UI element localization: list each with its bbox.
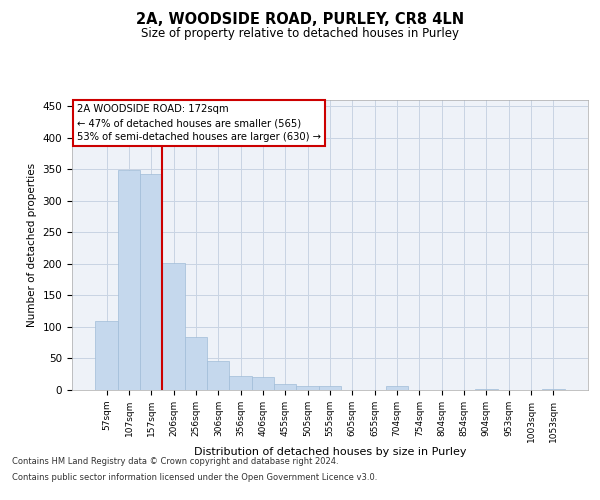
Y-axis label: Number of detached properties: Number of detached properties — [27, 163, 37, 327]
Bar — [542, 388, 565, 390]
Text: Contains HM Land Registry data © Crown copyright and database right 2024.: Contains HM Land Registry data © Crown c… — [12, 458, 338, 466]
Bar — [386, 386, 408, 390]
Text: Contains public sector information licensed under the Open Government Licence v3: Contains public sector information licen… — [12, 472, 377, 482]
Bar — [319, 386, 341, 390]
Bar — [95, 322, 118, 390]
Text: 2A, WOODSIDE ROAD, PURLEY, CR8 4LN: 2A, WOODSIDE ROAD, PURLEY, CR8 4LN — [136, 12, 464, 28]
Bar — [185, 337, 207, 390]
Bar — [207, 361, 229, 390]
Bar — [274, 384, 296, 390]
Bar — [140, 174, 163, 390]
X-axis label: Distribution of detached houses by size in Purley: Distribution of detached houses by size … — [194, 448, 466, 458]
Bar — [229, 376, 252, 390]
Bar — [163, 262, 185, 390]
Text: 2A WOODSIDE ROAD: 172sqm
← 47% of detached houses are smaller (565)
53% of semi-: 2A WOODSIDE ROAD: 172sqm ← 47% of detach… — [77, 104, 321, 142]
Bar — [296, 386, 319, 390]
Bar — [475, 388, 497, 390]
Bar — [252, 378, 274, 390]
Text: Size of property relative to detached houses in Purley: Size of property relative to detached ho… — [141, 28, 459, 40]
Bar — [118, 170, 140, 390]
